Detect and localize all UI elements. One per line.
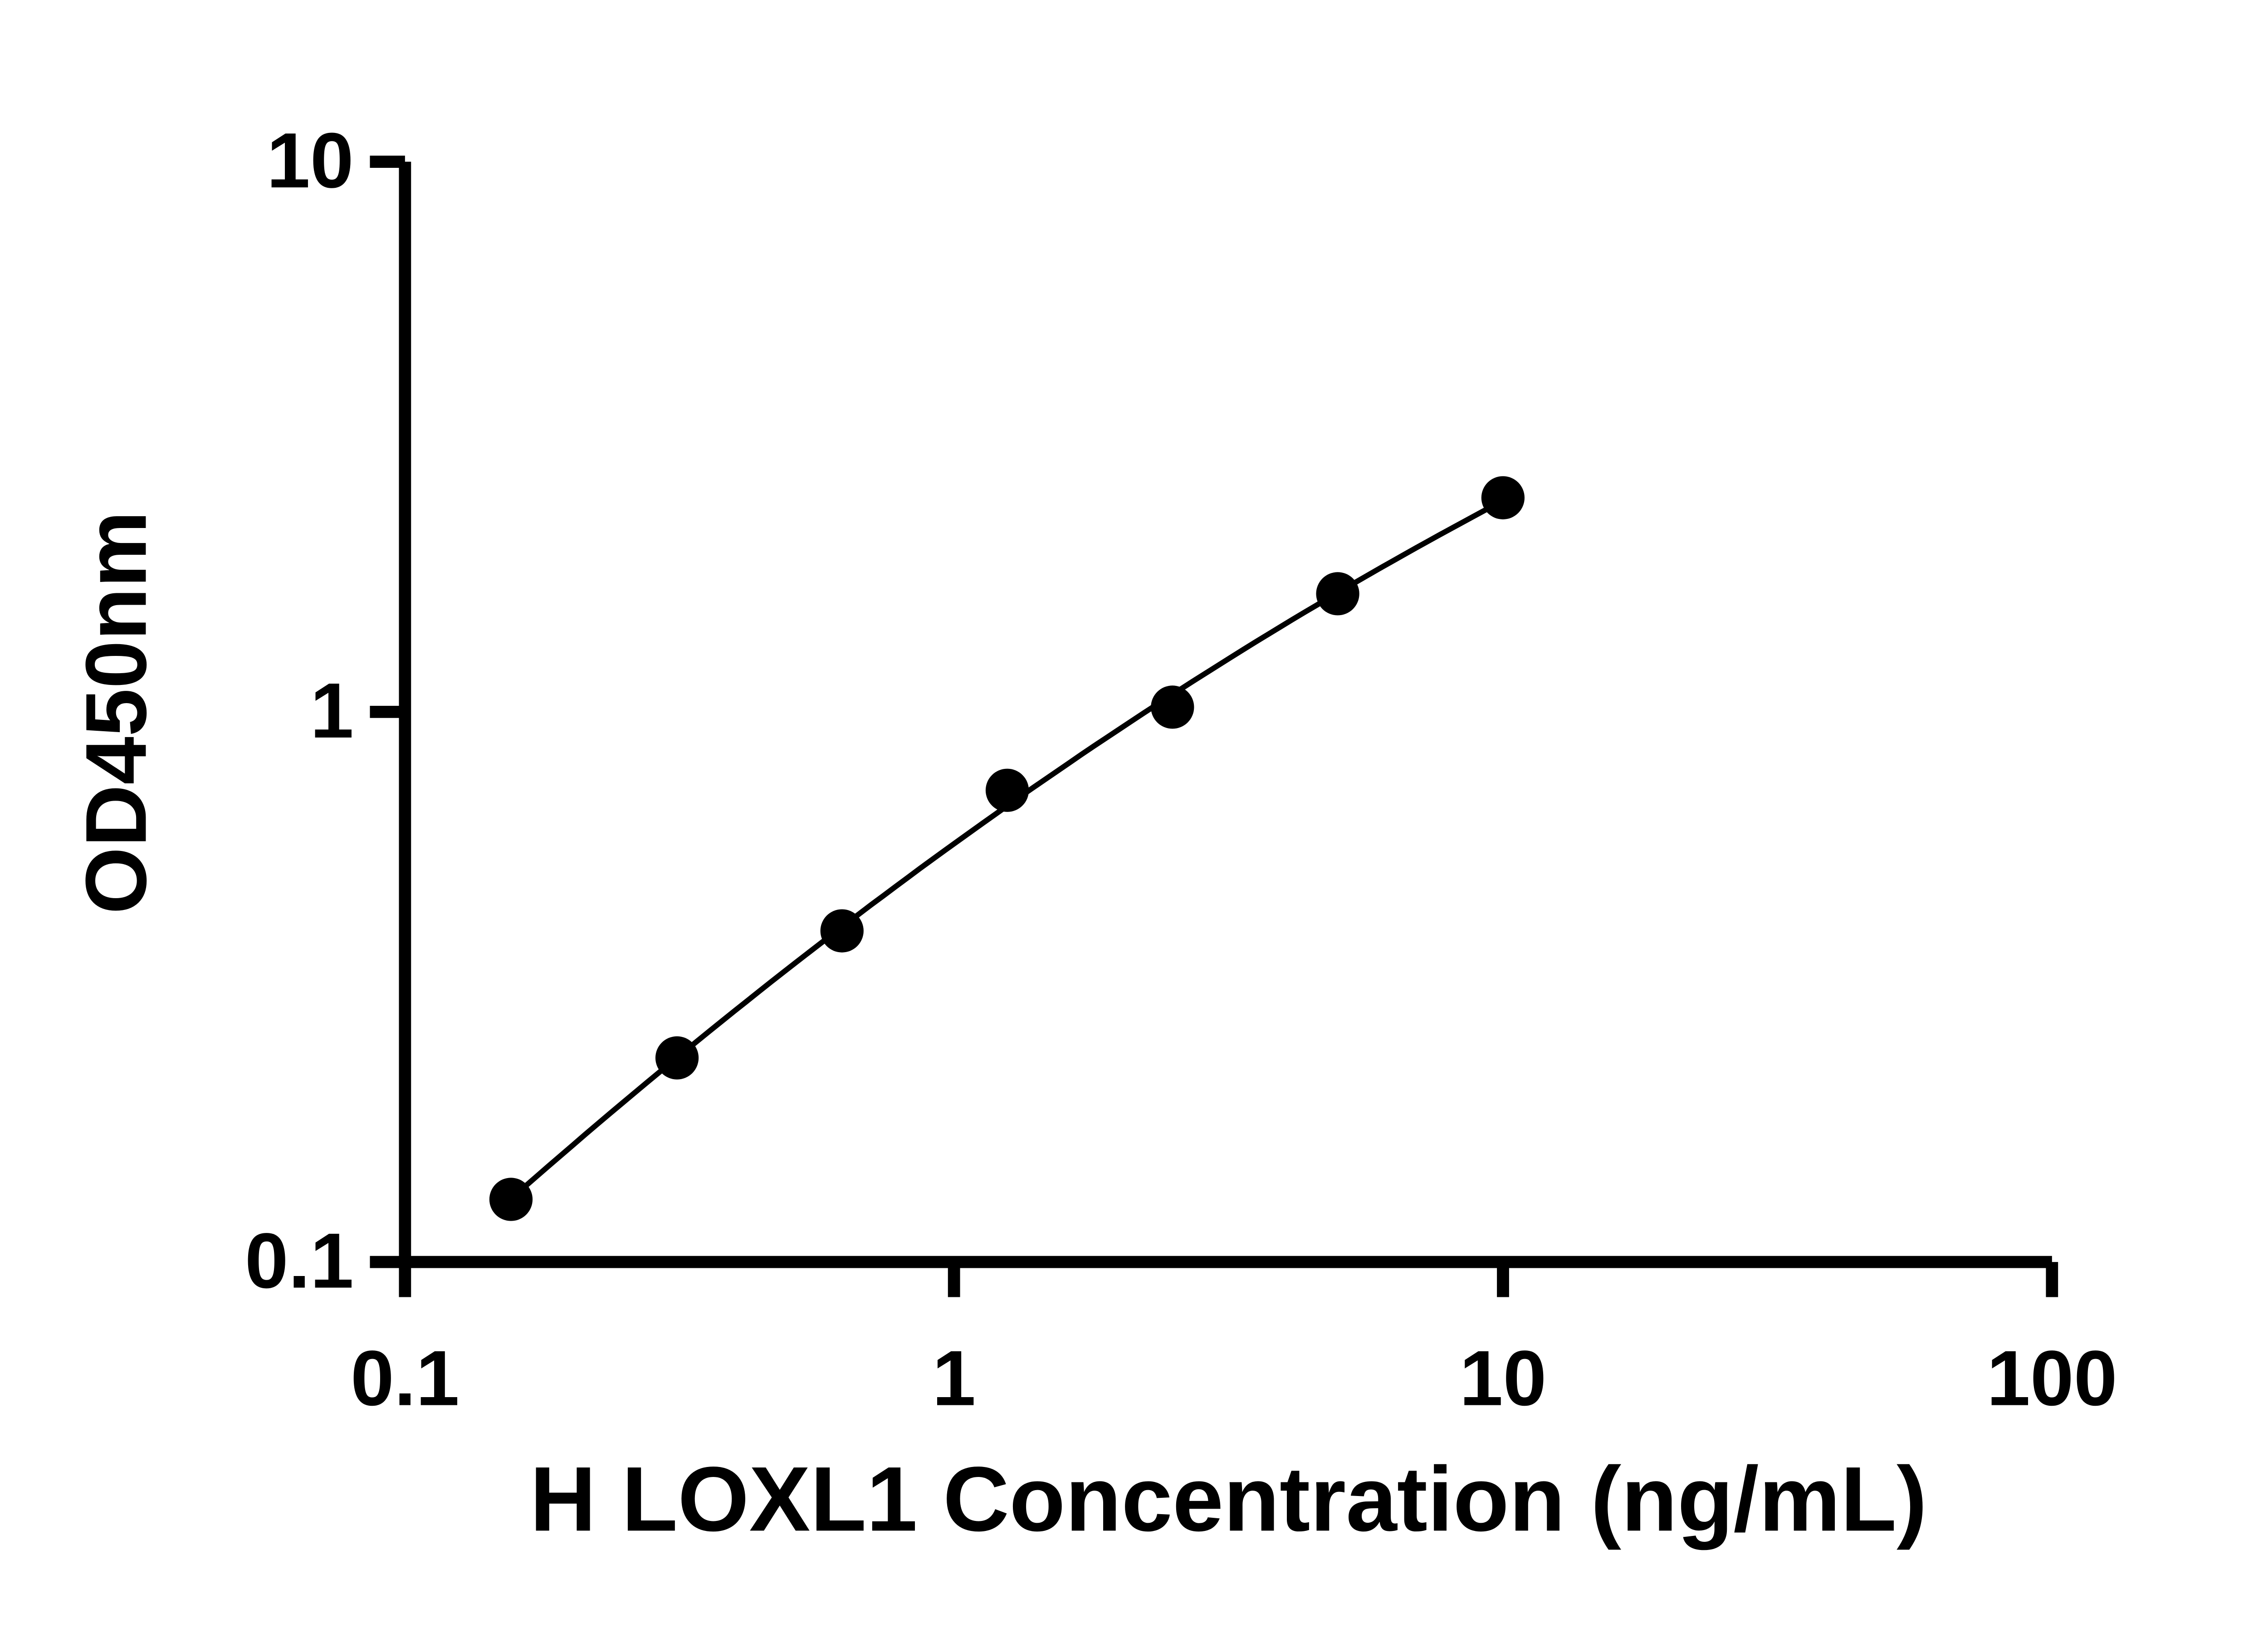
- data-point: [1316, 572, 1359, 616]
- x-tick-label: 0.1: [351, 1335, 459, 1422]
- data-point: [489, 1178, 533, 1221]
- data-point: [1151, 685, 1194, 729]
- data-point: [820, 909, 864, 953]
- plot-area: 0.1 1 10 100 0.1 1 10: [245, 117, 2117, 1422]
- x-tick-label: 1: [932, 1335, 976, 1422]
- data-point: [655, 1036, 699, 1080]
- y-tick-label: 1: [310, 667, 354, 754]
- x-axis-title: H LOXL1 Concentration (ng/mL): [530, 1447, 1927, 1550]
- x-tick-label: 100: [1987, 1335, 2117, 1422]
- data-point: [985, 768, 1029, 812]
- y-axis-title: OD450nm: [68, 511, 164, 914]
- x-tick-label: 10: [1459, 1335, 1546, 1422]
- data-point: [1481, 476, 1525, 519]
- y-tick-label: 10: [267, 117, 354, 204]
- y-tick-label: 0.1: [245, 1217, 354, 1305]
- axes-line: [399, 161, 2052, 1268]
